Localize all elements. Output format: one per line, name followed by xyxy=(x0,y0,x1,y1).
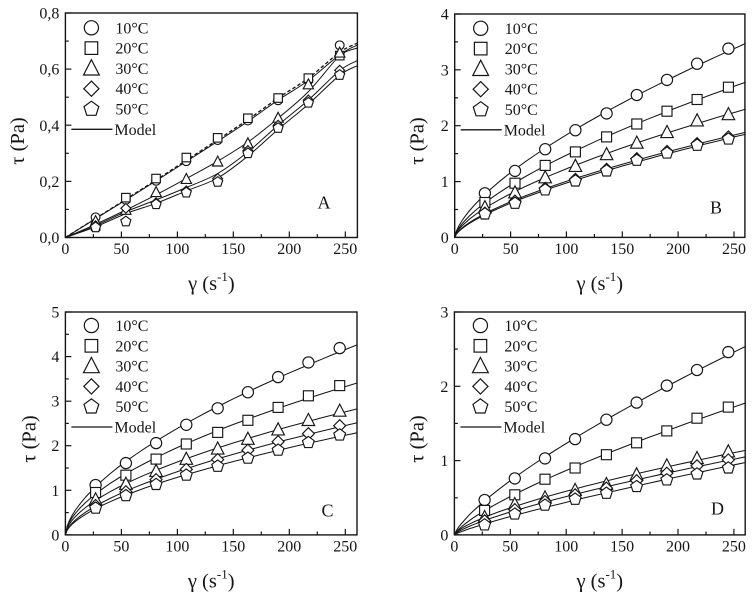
svg-text:10°C: 10°C xyxy=(505,21,538,38)
svg-text:100: 100 xyxy=(554,241,578,258)
svg-text:τ (Pa): τ (Pa) xyxy=(19,415,41,463)
svg-text:30°C: 30°C xyxy=(115,61,148,78)
svg-text:Model: Model xyxy=(503,420,545,437)
svg-text:10°C: 10°C xyxy=(115,318,148,335)
svg-text:100: 100 xyxy=(165,241,189,258)
svg-text:0: 0 xyxy=(61,241,69,258)
svg-text:200: 200 xyxy=(666,538,690,555)
svg-text:150: 150 xyxy=(610,538,634,555)
svg-text:20°C: 20°C xyxy=(504,338,537,355)
svg-text:Model: Model xyxy=(114,420,156,437)
svg-text:3: 3 xyxy=(51,394,59,411)
svg-text:τ (Pa): τ (Pa) xyxy=(7,117,29,165)
svg-text:0: 0 xyxy=(441,230,449,247)
svg-text:Model: Model xyxy=(114,122,156,139)
svg-text:3: 3 xyxy=(440,305,448,322)
svg-text:250: 250 xyxy=(333,538,357,555)
svg-text:250: 250 xyxy=(722,241,746,258)
svg-text:200: 200 xyxy=(277,241,301,258)
svg-text:2: 2 xyxy=(441,118,449,135)
svg-text:0,6: 0,6 xyxy=(39,62,59,79)
svg-text:A: A xyxy=(318,193,331,213)
svg-text:0: 0 xyxy=(61,538,69,555)
svg-text:0,8: 0,8 xyxy=(39,6,59,23)
svg-text:10°C: 10°C xyxy=(115,20,148,37)
svg-text:γ (s-1): γ (s-1) xyxy=(575,269,623,295)
svg-text:5: 5 xyxy=(51,305,59,322)
svg-text:50: 50 xyxy=(113,538,129,555)
svg-text:2: 2 xyxy=(51,438,59,455)
svg-text:10°C: 10°C xyxy=(504,318,537,335)
svg-text:40°C: 40°C xyxy=(115,379,148,396)
svg-text:B: B xyxy=(710,198,722,218)
svg-text:250: 250 xyxy=(722,538,746,555)
svg-text:0: 0 xyxy=(450,538,458,555)
svg-text:20°C: 20°C xyxy=(505,41,538,58)
svg-text:4: 4 xyxy=(51,349,59,366)
svg-text:50°C: 50°C xyxy=(504,399,537,416)
svg-text:50: 50 xyxy=(503,241,519,258)
svg-text:150: 150 xyxy=(221,538,245,555)
svg-text:γ (s-1): γ (s-1) xyxy=(187,269,235,295)
svg-text:40°C: 40°C xyxy=(115,81,148,98)
svg-text:150: 150 xyxy=(221,241,245,258)
svg-text:1: 1 xyxy=(440,453,448,470)
svg-text:2: 2 xyxy=(440,379,448,396)
svg-text:50: 50 xyxy=(502,538,518,555)
svg-text:0: 0 xyxy=(51,527,59,544)
svg-text:4: 4 xyxy=(441,7,449,24)
svg-text:50: 50 xyxy=(113,241,129,258)
svg-text:40°C: 40°C xyxy=(504,379,537,396)
svg-text:D: D xyxy=(711,499,724,519)
svg-text:0: 0 xyxy=(440,527,448,544)
svg-text:0,2: 0,2 xyxy=(39,174,59,191)
svg-text:20°C: 20°C xyxy=(115,41,148,58)
svg-text:C: C xyxy=(321,501,333,521)
svg-text:50°C: 50°C xyxy=(115,102,148,119)
svg-text:τ (Pa): τ (Pa) xyxy=(407,415,429,463)
svg-text:250: 250 xyxy=(333,241,357,258)
svg-text:3: 3 xyxy=(441,62,449,79)
svg-text:0,4: 0,4 xyxy=(39,118,59,135)
svg-text:150: 150 xyxy=(610,241,634,258)
svg-text:100: 100 xyxy=(165,538,189,555)
svg-text:30°C: 30°C xyxy=(115,359,148,376)
svg-text:40°C: 40°C xyxy=(505,82,538,99)
svg-text:200: 200 xyxy=(277,538,301,555)
svg-text:0,0: 0,0 xyxy=(39,230,59,247)
svg-text:50°C: 50°C xyxy=(115,399,148,416)
svg-text:50°C: 50°C xyxy=(505,102,538,119)
svg-text:1: 1 xyxy=(51,483,59,500)
svg-text:100: 100 xyxy=(554,538,578,555)
svg-text:30°C: 30°C xyxy=(505,61,538,78)
svg-text:1: 1 xyxy=(441,174,449,191)
svg-text:20°C: 20°C xyxy=(115,338,148,355)
svg-text:0: 0 xyxy=(451,241,459,258)
svg-text:τ (Pa): τ (Pa) xyxy=(407,117,429,165)
svg-text:Model: Model xyxy=(504,122,546,139)
svg-text:γ (s-1): γ (s-1) xyxy=(187,567,235,593)
svg-text:γ (s-1): γ (s-1) xyxy=(575,567,623,593)
svg-text:30°C: 30°C xyxy=(504,359,537,376)
svg-text:200: 200 xyxy=(666,241,690,258)
